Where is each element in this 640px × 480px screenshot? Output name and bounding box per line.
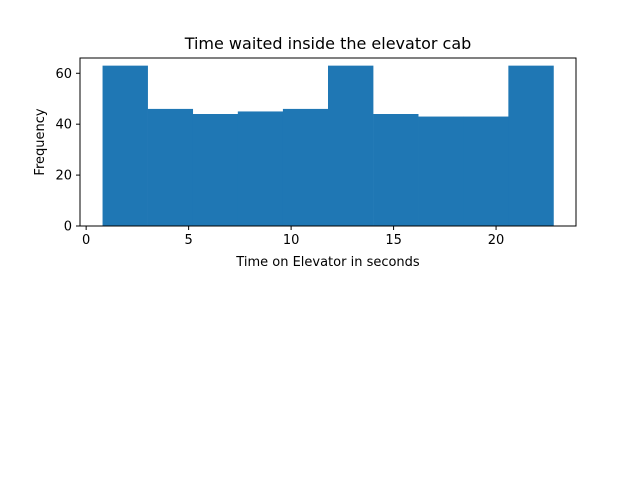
histogram-bar (373, 114, 419, 226)
chart-title: Time waited inside the elevator cab (184, 34, 472, 53)
histogram-bar (237, 111, 284, 226)
y-tick-label: 60 (55, 67, 72, 82)
x-tick-label: 10 (283, 233, 300, 248)
y-axis-label: Frequency (33, 108, 48, 175)
histogram-bar (418, 116, 464, 226)
histogram-bar (192, 114, 239, 226)
x-axis-ticks: 0 5 10 15 20 (82, 226, 504, 248)
histogram-bar (328, 65, 374, 226)
histogram-bar (282, 108, 329, 226)
histogram-bar (147, 108, 194, 226)
histogram-bar (102, 65, 148, 226)
x-tick-label: 0 (82, 233, 90, 248)
histogram-bar (508, 65, 554, 226)
x-axis-label: Time on Elevator in seconds (235, 255, 420, 270)
plot-frame (79, 57, 577, 227)
bars-group (102, 65, 554, 226)
y-tick-label: 40 (55, 118, 72, 133)
x-tick-label: 5 (184, 233, 192, 248)
histogram-bar (463, 116, 509, 226)
y-axis-ticks: 0 20 40 60 (55, 67, 80, 235)
x-tick-label: 20 (488, 233, 505, 248)
y-tick-label: 20 (55, 169, 72, 184)
x-tick-label: 15 (385, 233, 402, 248)
y-tick-label: 0 (64, 220, 72, 235)
